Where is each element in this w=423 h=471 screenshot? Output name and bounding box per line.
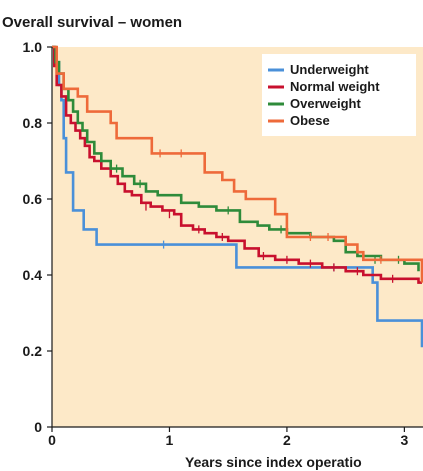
series-line-overweight [52, 45, 420, 272]
legend-label-obese: Obese [290, 113, 330, 128]
x-tick-label: 3 [400, 432, 408, 448]
y-tick-label: 1.0 [23, 39, 43, 55]
legend: Underweight Normal weight Overweight Obese [262, 54, 416, 136]
series-line-normal-weight [52, 45, 422, 284]
series-layer [52, 45, 423, 348]
x-axis-label: Years since index operatio [185, 454, 362, 470]
legend-label-normal-weight: Normal weight [290, 79, 380, 94]
axes-layer [51, 47, 423, 428]
series-line-obese [52, 45, 423, 283]
x-tick-label: 0 [48, 432, 56, 448]
chart-title: Overall survival – women [2, 14, 182, 31]
y-tick-label: 0 [34, 419, 42, 435]
x-tick-label: 1 [166, 432, 174, 448]
y-tick-label: 0.2 [23, 343, 43, 359]
legend-label-overweight: Overweight [290, 96, 361, 111]
ticks-layer: 0 0.2 0.4 0.6 0.8 1.0 0 1 2 3 [23, 39, 409, 448]
x-tick-label: 2 [283, 432, 291, 448]
y-tick-label: 0.6 [23, 191, 43, 207]
legend-box [262, 54, 416, 136]
y-tick-label: 0.8 [23, 115, 43, 131]
y-tick-label: 0.4 [23, 267, 43, 283]
legend-label-underweight: Underweight [290, 62, 369, 77]
